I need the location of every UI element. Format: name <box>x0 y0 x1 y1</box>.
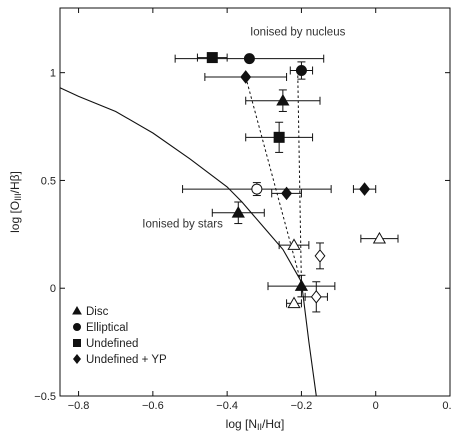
demarcation-line <box>59 87 317 397</box>
data-point-triangle <box>211 201 265 225</box>
triangle-marker <box>294 279 309 291</box>
legend-square-marker <box>73 339 81 347</box>
y-tick-label: −0.5 <box>34 391 56 403</box>
data-point-diamond <box>271 186 302 201</box>
diamond-marker <box>310 290 322 304</box>
data-point-triangle <box>286 296 302 309</box>
data-point-square <box>245 121 314 153</box>
triangle-marker <box>287 238 301 250</box>
x-tick-label: −0.6 <box>142 400 164 412</box>
data-point-circle <box>174 53 325 65</box>
legend: Disc Elliptical Undefined Undefined + YP <box>72 305 167 366</box>
triangle-marker <box>287 296 301 309</box>
data-point-diamond <box>314 242 326 270</box>
diamond-marker <box>281 186 293 201</box>
data-point-triangle <box>267 274 336 298</box>
data-points <box>174 52 399 313</box>
x-tick-label: −0.4 <box>216 400 238 412</box>
x-tick-label: 0 <box>373 400 379 412</box>
diamond-marker <box>240 70 252 84</box>
legend-label: Disc <box>86 306 109 318</box>
demarcation-curve <box>59 87 317 397</box>
y-axis: −0.5 0 0.5 1 <box>34 68 450 403</box>
legend-label: Undefined <box>86 338 138 350</box>
data-point-diamond <box>204 70 288 84</box>
data-point-diamond <box>304 281 328 313</box>
x-tick-label: 0.2 <box>442 400 452 412</box>
y-axis-title: log [OIII/Hβ] <box>8 171 23 233</box>
circle-marker <box>251 183 263 195</box>
square-marker <box>206 52 218 64</box>
annotation-label: Ionised by nucleus <box>250 27 346 39</box>
x-axis-title: log [NII/Hα] <box>226 417 285 432</box>
legend-triangle-marker <box>72 305 82 315</box>
x-axis: −0.8 −0.6 −0.4 −0.2 0 0.2 <box>68 8 452 412</box>
data-point-triangle <box>245 89 321 112</box>
data-point-square <box>196 52 228 64</box>
data-point-triangle <box>278 238 310 250</box>
legend-diamond-marker <box>72 353 82 365</box>
data-point-triangle <box>360 231 399 244</box>
annotation-label: Ionised by stars <box>142 219 223 231</box>
circle-marker <box>243 53 255 65</box>
annotations: Ionised by nucleus Ionised by stars <box>142 27 345 231</box>
legend-label: Elliptical <box>86 322 128 334</box>
dashed-lines <box>245 70 302 285</box>
x-tick-label: −0.8 <box>68 400 90 412</box>
square-marker <box>273 131 285 143</box>
data-point-circle <box>182 182 332 197</box>
diamond-marker <box>314 249 326 263</box>
triangle-marker <box>276 93 290 106</box>
data-point-circle <box>289 61 314 80</box>
circle-marker <box>295 65 307 77</box>
dashed-connector <box>297 70 302 284</box>
legend-entry: Undefined + YP <box>72 353 167 366</box>
y-tick-label: 1 <box>50 68 56 80</box>
legend-entry: Disc <box>72 305 109 318</box>
legend-entry: Undefined <box>73 338 138 350</box>
diamond-marker <box>359 182 371 196</box>
dashed-connector <box>245 76 302 285</box>
triangle-marker <box>231 206 245 218</box>
legend-circle-marker <box>73 323 81 331</box>
data-point-diamond <box>352 182 377 196</box>
legend-label: Undefined + YP <box>86 354 167 366</box>
plot-frame <box>59 7 451 397</box>
triangle-marker <box>372 231 387 244</box>
y-tick-label: 0.5 <box>41 175 56 187</box>
x-tick-label: −0.2 <box>291 400 313 412</box>
y-tick-label: 0 <box>50 283 56 295</box>
legend-entry: Elliptical <box>73 322 128 334</box>
